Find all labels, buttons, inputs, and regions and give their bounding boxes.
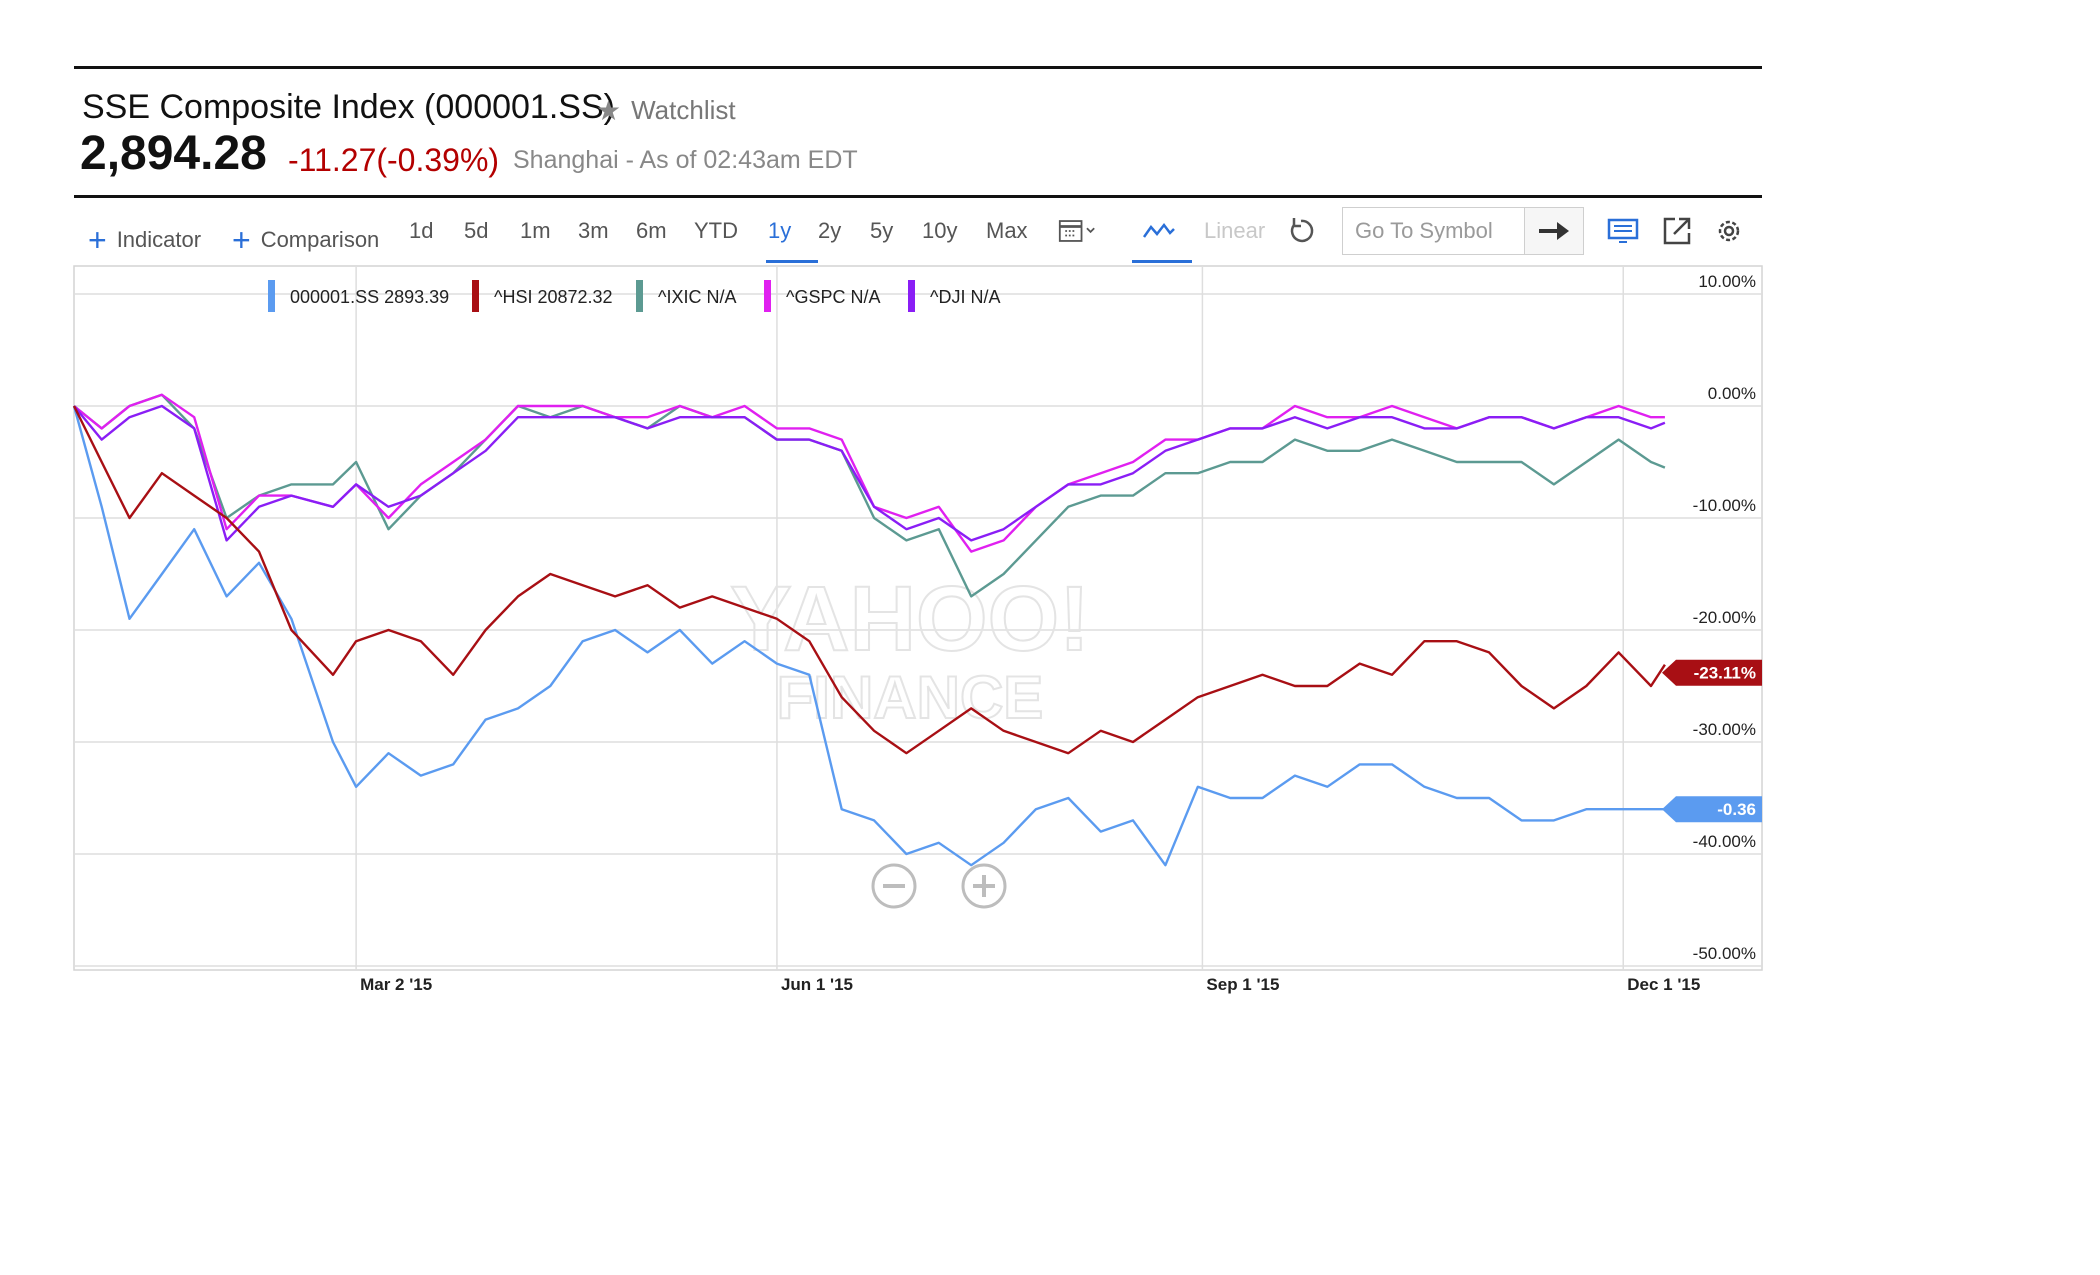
end-labels: -0.36 -23.11%	[1662, 659, 1762, 823]
go-to-symbol-button[interactable]	[1524, 207, 1584, 255]
range-tab-3m[interactable]: 3m	[578, 218, 609, 243]
zoom-out-button[interactable]	[871, 863, 917, 909]
calendar-icon	[1058, 220, 1095, 242]
range-tab-5d[interactable]: 5d	[464, 218, 489, 243]
scale-toggle[interactable]: Linear	[1204, 218, 1266, 243]
x-axis: Mar 2 '15 Jun 1 '15 Sep 1 '15 Dec 1 '15	[360, 975, 1700, 994]
share-icon	[1663, 217, 1691, 245]
x-tick-label: Sep 1 '15	[1206, 975, 1279, 994]
y-tick-label: 0.00%	[1708, 384, 1756, 403]
series-line-dji	[73, 404, 1666, 542]
y-tick-label: -40.00%	[1693, 832, 1756, 851]
reset-button[interactable]	[1282, 212, 1320, 250]
watermark-text: YAHOO!	[730, 568, 1090, 670]
gear-icon	[1718, 220, 1740, 242]
legend-swatch	[908, 280, 915, 312]
news-icon	[1607, 218, 1639, 243]
watermark: YAHOO!FINANCE	[729, 567, 1091, 732]
end-label-text: -0.36	[1717, 800, 1756, 819]
legend-swatch	[636, 280, 643, 312]
legend-swatch	[472, 280, 479, 312]
end-label-hsi: -23.11%	[1662, 659, 1762, 686]
series-line-gspc	[73, 393, 1665, 553]
legend-item-ixic[interactable]: ^IXIC N/A	[636, 280, 736, 312]
legend-label: ^GSPC N/A	[786, 287, 880, 307]
market-info: Shanghai - As of 02:43am EDT	[513, 146, 858, 174]
add-comparison-button[interactable]: + Comparison	[232, 218, 380, 258]
chart-toolbar: + Indicator + Comparison 1d 5d 1m 3m 6m YTD 1y 2y…	[74, 198, 1762, 264]
chart-series	[72, 393, 1666, 867]
arrow-right-icon	[1539, 222, 1569, 240]
chart-grid	[73, 265, 1763, 971]
legend-item-hsi[interactable]: ^HSI 20872.32	[472, 280, 613, 312]
y-axis: 10.00% 0.00% -10.00% -20.00% -30.00% -40.00% -…	[1693, 272, 1756, 963]
legend-label: ^IXIC N/A	[658, 287, 736, 307]
y-tick-label: -30.00%	[1693, 720, 1756, 739]
range-tab-1d[interactable]: 1d	[409, 218, 434, 243]
y-tick-label: -20.00%	[1693, 608, 1756, 627]
share-button[interactable]	[1658, 212, 1696, 250]
end-label-tag	[1662, 796, 1762, 823]
plus-icon: +	[88, 222, 107, 258]
comparison-label: Comparison	[260, 227, 380, 252]
active-range-underline	[766, 260, 818, 263]
line-chart-icon	[1142, 222, 1175, 238]
watchlist-label: Watchlist	[631, 95, 736, 125]
range-tab-10y[interactable]: 10y	[922, 218, 958, 243]
undo-icon	[1290, 218, 1314, 243]
legend-item-gspc[interactable]: ^GSPC N/A	[764, 280, 880, 312]
chart-type-button[interactable]	[1140, 212, 1178, 250]
end-label-text: -23.11%	[1694, 664, 1756, 683]
legend-label: 000001.SS 2893.39	[290, 287, 449, 307]
page-title: SSE Composite Index (000001.SS)	[82, 88, 615, 126]
legend-item-dji[interactable]: ^DJI N/A	[908, 280, 1000, 312]
add-indicator-button[interactable]: + Indicator	[88, 218, 202, 258]
series-line-000001ss	[72, 405, 1665, 867]
legend-swatch	[764, 280, 771, 312]
settings-button[interactable]	[1710, 212, 1748, 250]
header-top-rule	[74, 66, 1762, 69]
go-to-symbol-input[interactable]	[1342, 207, 1524, 255]
star-icon: ★	[596, 95, 622, 126]
x-tick-label: Dec 1 '15	[1627, 975, 1700, 994]
range-tab-5y[interactable]: 5y	[870, 218, 894, 243]
legend-label: ^DJI N/A	[930, 287, 1000, 307]
legend-swatch	[268, 280, 275, 312]
range-tab-max[interactable]: Max	[986, 218, 1028, 243]
price-change-percent: (-0.39%)	[376, 142, 500, 178]
price-change-value: -11.27	[288, 142, 377, 178]
x-tick-label: Jun 1 '15	[781, 975, 853, 994]
y-tick-label: -10.00%	[1693, 496, 1756, 515]
header-bottom-rule	[74, 195, 1762, 198]
y-tick-label: 10.00%	[1698, 272, 1756, 291]
plus-icon: +	[232, 222, 251, 258]
date-range-button[interactable]	[1058, 212, 1096, 250]
legend-label: ^HSI 20872.32	[494, 287, 613, 307]
range-tab-6m[interactable]: 6m	[636, 218, 667, 243]
end-label-000001ss: -0.36	[1662, 796, 1762, 823]
range-tab-1y[interactable]: 1y	[768, 218, 792, 243]
range-tab-2y[interactable]: 2y	[818, 218, 842, 243]
watchlist-button[interactable]: ★ Watchlist	[596, 94, 736, 127]
chart-legend: 000001.SS 2893.39 ^HSI 20872.32 ^IXIC N/A ^…	[268, 280, 1000, 312]
zoom-in-button[interactable]	[961, 863, 1007, 909]
range-tab-1m[interactable]: 1m	[520, 218, 551, 243]
watermark-text: FINANCE	[777, 664, 1044, 731]
series-line-hsi	[72, 405, 1666, 755]
y-tick-label: -50.00%	[1693, 944, 1756, 963]
plot-frame	[73, 265, 1763, 971]
zoom-controls	[871, 863, 1007, 909]
legend-item-000001ss[interactable]: 000001.SS 2893.39	[268, 280, 449, 312]
price-change: -11.27(-0.39%)	[288, 142, 499, 179]
news-button[interactable]	[1604, 212, 1642, 250]
indicator-label: Indicator	[116, 227, 202, 252]
range-tab-ytd[interactable]: YTD	[694, 218, 738, 243]
end-label-tag	[1662, 659, 1762, 686]
series-line-ixic	[73, 393, 1666, 598]
x-tick-label: Mar 2 '15	[360, 975, 432, 994]
current-price: 2,894.28	[80, 127, 267, 180]
chart-type-underline	[1132, 260, 1192, 263]
